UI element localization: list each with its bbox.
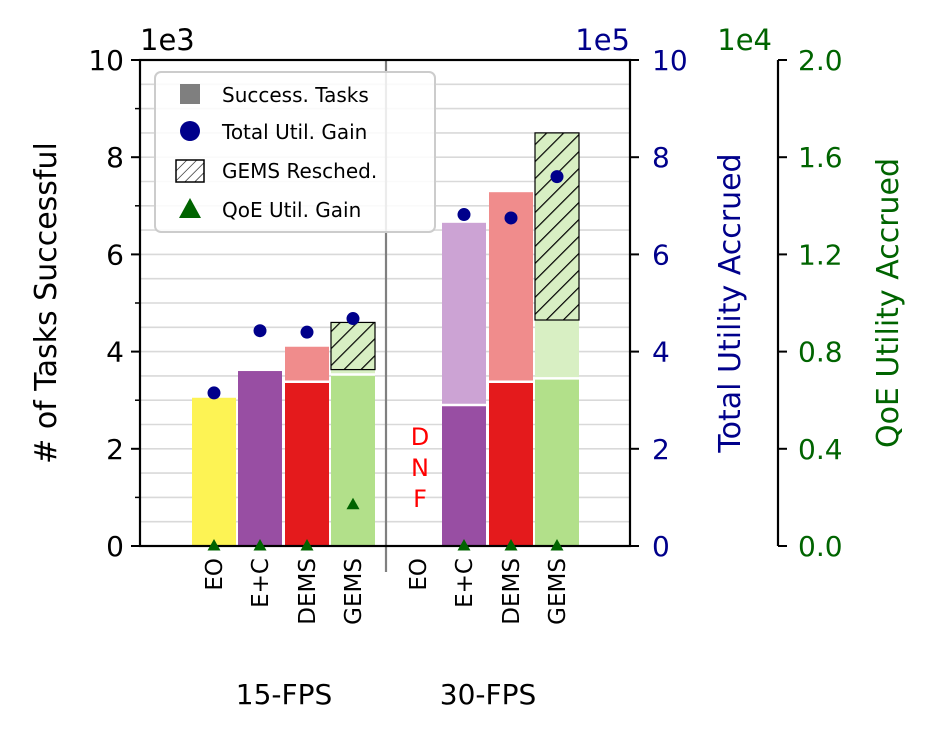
bar-total-15-FPS-GEMS — [331, 369, 375, 375]
far-right-axis-tick-label: 0.4 — [798, 433, 843, 466]
total-util-point-30-FPS-E+C — [457, 208, 471, 222]
far-right-axis-tick-label: 0.8 — [798, 336, 843, 369]
right-axis-label: Total Utility Accrued — [713, 153, 748, 453]
left-axis: 0 2 4 6 8 10 — [88, 44, 140, 563]
bar-total-15-FPS-DEMS — [285, 346, 329, 382]
bar-resched-15-FPS-GEMS — [330, 321, 376, 371]
x-tick-label-30-FPS-E+C: E+C — [452, 558, 478, 608]
legend-total-util-gain: Total Util. Gain — [221, 120, 367, 144]
dnf-letter: D — [411, 423, 429, 451]
x-tick-label-15-FPS-GEMS: GEMS — [341, 558, 367, 625]
total-util-point-30-FPS-DEMS — [504, 211, 518, 225]
bar-success-15-FPS-GEMS — [331, 374, 375, 546]
x-tick-label-15-FPS-E+C: E+C — [248, 558, 274, 608]
points — [207, 170, 564, 551]
bar-success-15-FPS-E+C — [238, 371, 282, 546]
qoe-point-15-FPS-GEMS — [346, 497, 360, 510]
total-util-point-15-FPS-EO — [207, 386, 221, 400]
qoe-point-15-FPS-DEMS — [300, 539, 314, 551]
x-tick-label-30-FPS-EO: EO — [406, 558, 432, 591]
dnf-letter: N — [411, 454, 429, 482]
far-right-axis-tick-label: 1.6 — [798, 141, 843, 174]
qoe-point-30-FPS-DEMS — [504, 539, 518, 551]
bar-total-30-FPS-GEMS — [535, 320, 579, 379]
bar-total-30-FPS-E+C — [442, 222, 486, 406]
left-axis-tick-label: 2 — [106, 433, 124, 466]
legend-marker-total-util — [180, 121, 200, 141]
bar-success-15-FPS-EO — [192, 397, 236, 546]
total-util-point-30-FPS-GEMS — [550, 170, 564, 184]
x-tick-label-30-FPS-DEMS: DEMS — [499, 558, 525, 625]
group-label-30fps: 30-FPS — [440, 678, 537, 711]
far-right-axis-tick-label: 0.0 — [798, 530, 843, 563]
legend: Success. Tasks Total Util. Gain GEMS Res… — [154, 71, 436, 233]
far-right-axis: 0.0 0.4 0.8 1.2 1.6 2.0 — [778, 44, 843, 563]
legend-gems-resched: GEMS Resched. — [222, 159, 377, 183]
right-axis: 0 2 4 6 8 10 — [630, 44, 688, 563]
total-util-point-15-FPS-E+C — [253, 324, 267, 338]
legend-success-tasks: Success. Tasks — [222, 83, 369, 107]
dnf-label: DNF — [411, 423, 429, 513]
left-axis-tick-label: 6 — [106, 238, 124, 271]
left-axis-tick-label: 4 — [106, 336, 124, 369]
right-axis-tick-label: 6 — [652, 238, 670, 271]
far-right-axis-label: QoE Utility Accrued — [871, 158, 906, 448]
bar-success-30-FPS-DEMS — [489, 381, 533, 546]
legend-swatch-resched — [175, 159, 205, 183]
total-util-point-15-FPS-DEMS — [300, 325, 314, 339]
legend-qoe-util-gain: QoE Util. Gain — [222, 198, 361, 222]
bar-success-15-FPS-DEMS — [285, 381, 329, 546]
dnf-letter: F — [413, 485, 427, 513]
left-axis-tick-label: 10 — [88, 44, 124, 77]
left-axis-tick-label: 8 — [106, 141, 124, 174]
x-tick-label-15-FPS-EO: EO — [202, 558, 228, 591]
right-axis-tick-label: 0 — [652, 530, 670, 563]
x-tick-labels: EO E+C DEMS GEMS EO E+C DEMS GEMS 15-FPS 30-FPS — [202, 558, 571, 711]
left-axis-tick-label: 0 — [106, 530, 124, 563]
far-right-axis-tick-label: 2.0 — [798, 44, 843, 77]
legend-marker-qoe — [179, 198, 201, 218]
right-axis-tick-label: 2 — [652, 433, 670, 466]
right-axis-multiplier: 1e5 — [575, 23, 630, 57]
left-axis-multiplier: 1e3 — [140, 23, 195, 57]
bar-success-30-FPS-E+C — [442, 405, 486, 546]
group-label-15fps: 15-FPS — [236, 678, 333, 711]
bar-success-30-FPS-GEMS — [535, 378, 579, 546]
right-axis-tick-label: 10 — [652, 44, 688, 77]
bar-resched-30-FPS-GEMS — [534, 132, 580, 321]
far-right-axis-multiplier: 1e4 — [717, 23, 772, 57]
qoe-point-30-FPS-GEMS — [550, 539, 564, 551]
left-axis-label: # of Tasks Successful — [29, 142, 64, 464]
right-axis-tick-label: 4 — [652, 336, 670, 369]
x-tick-label-15-FPS-DEMS: DEMS — [295, 558, 321, 625]
far-right-axis-tick-label: 1.2 — [798, 238, 843, 271]
legend-box — [154, 71, 436, 233]
qoe-point-15-FPS-E+C — [253, 539, 267, 551]
qoe-point-30-FPS-E+C — [457, 539, 471, 551]
x-tick-label-30-FPS-GEMS: GEMS — [545, 558, 571, 625]
right-axis-tick-label: 8 — [652, 141, 670, 174]
bars — [192, 132, 580, 546]
total-util-point-15-FPS-GEMS — [346, 312, 360, 326]
legend-swatch-success — [180, 84, 200, 104]
qoe-point-15-FPS-EO — [207, 539, 221, 551]
